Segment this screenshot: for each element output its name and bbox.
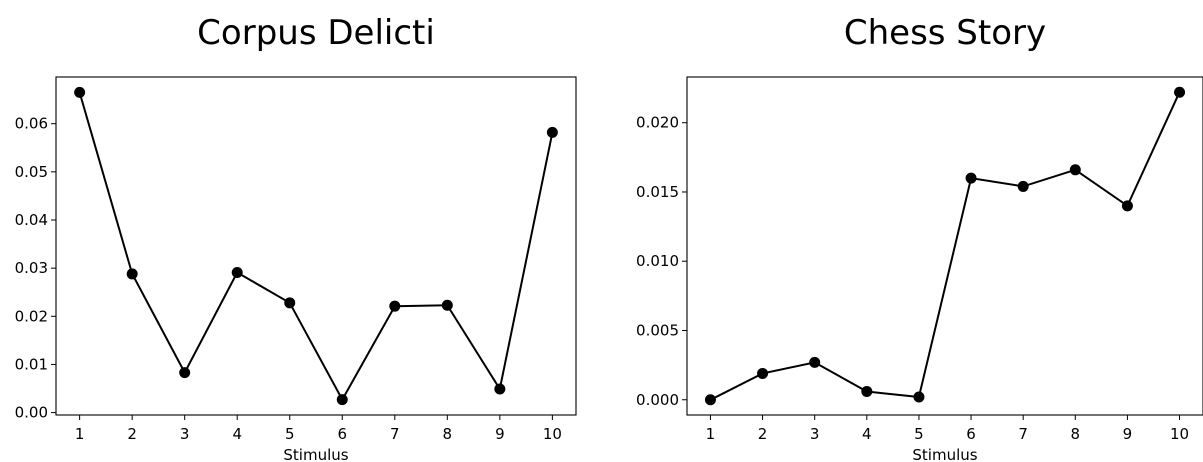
x-tick-label: 9 (495, 425, 505, 443)
data-point (494, 383, 506, 395)
data-point (74, 86, 86, 98)
y-tick-label: 0.000 (636, 391, 679, 409)
chart-title: Chess Story (844, 13, 1046, 53)
x-tick-label: 10 (1170, 425, 1189, 443)
data-point (757, 367, 769, 379)
x-tick-label: 9 (1123, 425, 1133, 443)
chart-panel-1: Corpus Delicti 0.00 0.01 0.02 0.03 0.04 0.05 0.… (15, 13, 577, 462)
plot-area-frame (55, 76, 577, 416)
chart-panel-2: Chess Story 0.000 0.005 0.010 0.015 0.020 1 2 3 4… (636, 13, 1203, 462)
series-line (78, 92, 554, 402)
plot-area-frame (686, 76, 1203, 416)
data-point (231, 266, 243, 278)
data-point (704, 394, 716, 406)
x-tick-label: 8 (1071, 425, 1081, 443)
x-axis-label: Stimulus (912, 446, 977, 462)
y-tick-label: 0.05 (15, 163, 48, 181)
x-tick-label: 8 (443, 425, 453, 443)
x-tick-label: 5 (914, 425, 924, 443)
y-tick-label: 0.005 (636, 322, 679, 340)
x-tick-label: 3 (180, 425, 190, 443)
y-tick-label: 0.04 (15, 211, 48, 229)
data-point (965, 172, 977, 184)
x-tick-label: 10 (543, 425, 562, 443)
series-line (710, 91, 1181, 401)
x-tick-label: 6 (966, 425, 976, 443)
data-point (126, 268, 138, 280)
y-tick-label: 0.00 (15, 404, 48, 422)
x-tick-label: 1 (706, 425, 716, 443)
data-point (179, 367, 191, 379)
data-point (1017, 180, 1029, 192)
x-tick-label: 1 (75, 425, 85, 443)
data-point (546, 126, 558, 138)
x-tick-label: 3 (810, 425, 820, 443)
x-tick-label: 7 (1018, 425, 1028, 443)
x-tick-label: 4 (862, 425, 872, 443)
data-point (336, 394, 348, 406)
data-point (284, 297, 296, 309)
x-tick-label: 2 (758, 425, 768, 443)
x-axis-label: Stimulus (283, 446, 348, 462)
y-tick-label: 0.03 (15, 259, 48, 277)
x-tick-label: 6 (337, 425, 347, 443)
x-tick-label: 5 (285, 425, 295, 443)
x-tick-label: 7 (390, 425, 400, 443)
y-tick-label: 0.020 (636, 114, 679, 132)
y-tick-label: 0.06 (15, 115, 48, 133)
data-point (441, 299, 453, 311)
y-tick-label: 0.015 (636, 183, 679, 201)
x-tick-label: 2 (127, 425, 137, 443)
data-point (861, 385, 873, 397)
chart-title: Corpus Delicti (197, 13, 435, 53)
y-tick-label: 0.01 (15, 355, 48, 373)
data-point (1121, 200, 1133, 212)
data-point (1174, 86, 1186, 98)
data-point (389, 300, 401, 312)
data-point (1069, 164, 1081, 176)
y-tick-label: 0.010 (636, 252, 679, 270)
x-tick-label: 4 (232, 425, 242, 443)
y-tick-label: 0.02 (15, 307, 48, 325)
data-point (913, 391, 925, 403)
data-point (809, 356, 821, 368)
